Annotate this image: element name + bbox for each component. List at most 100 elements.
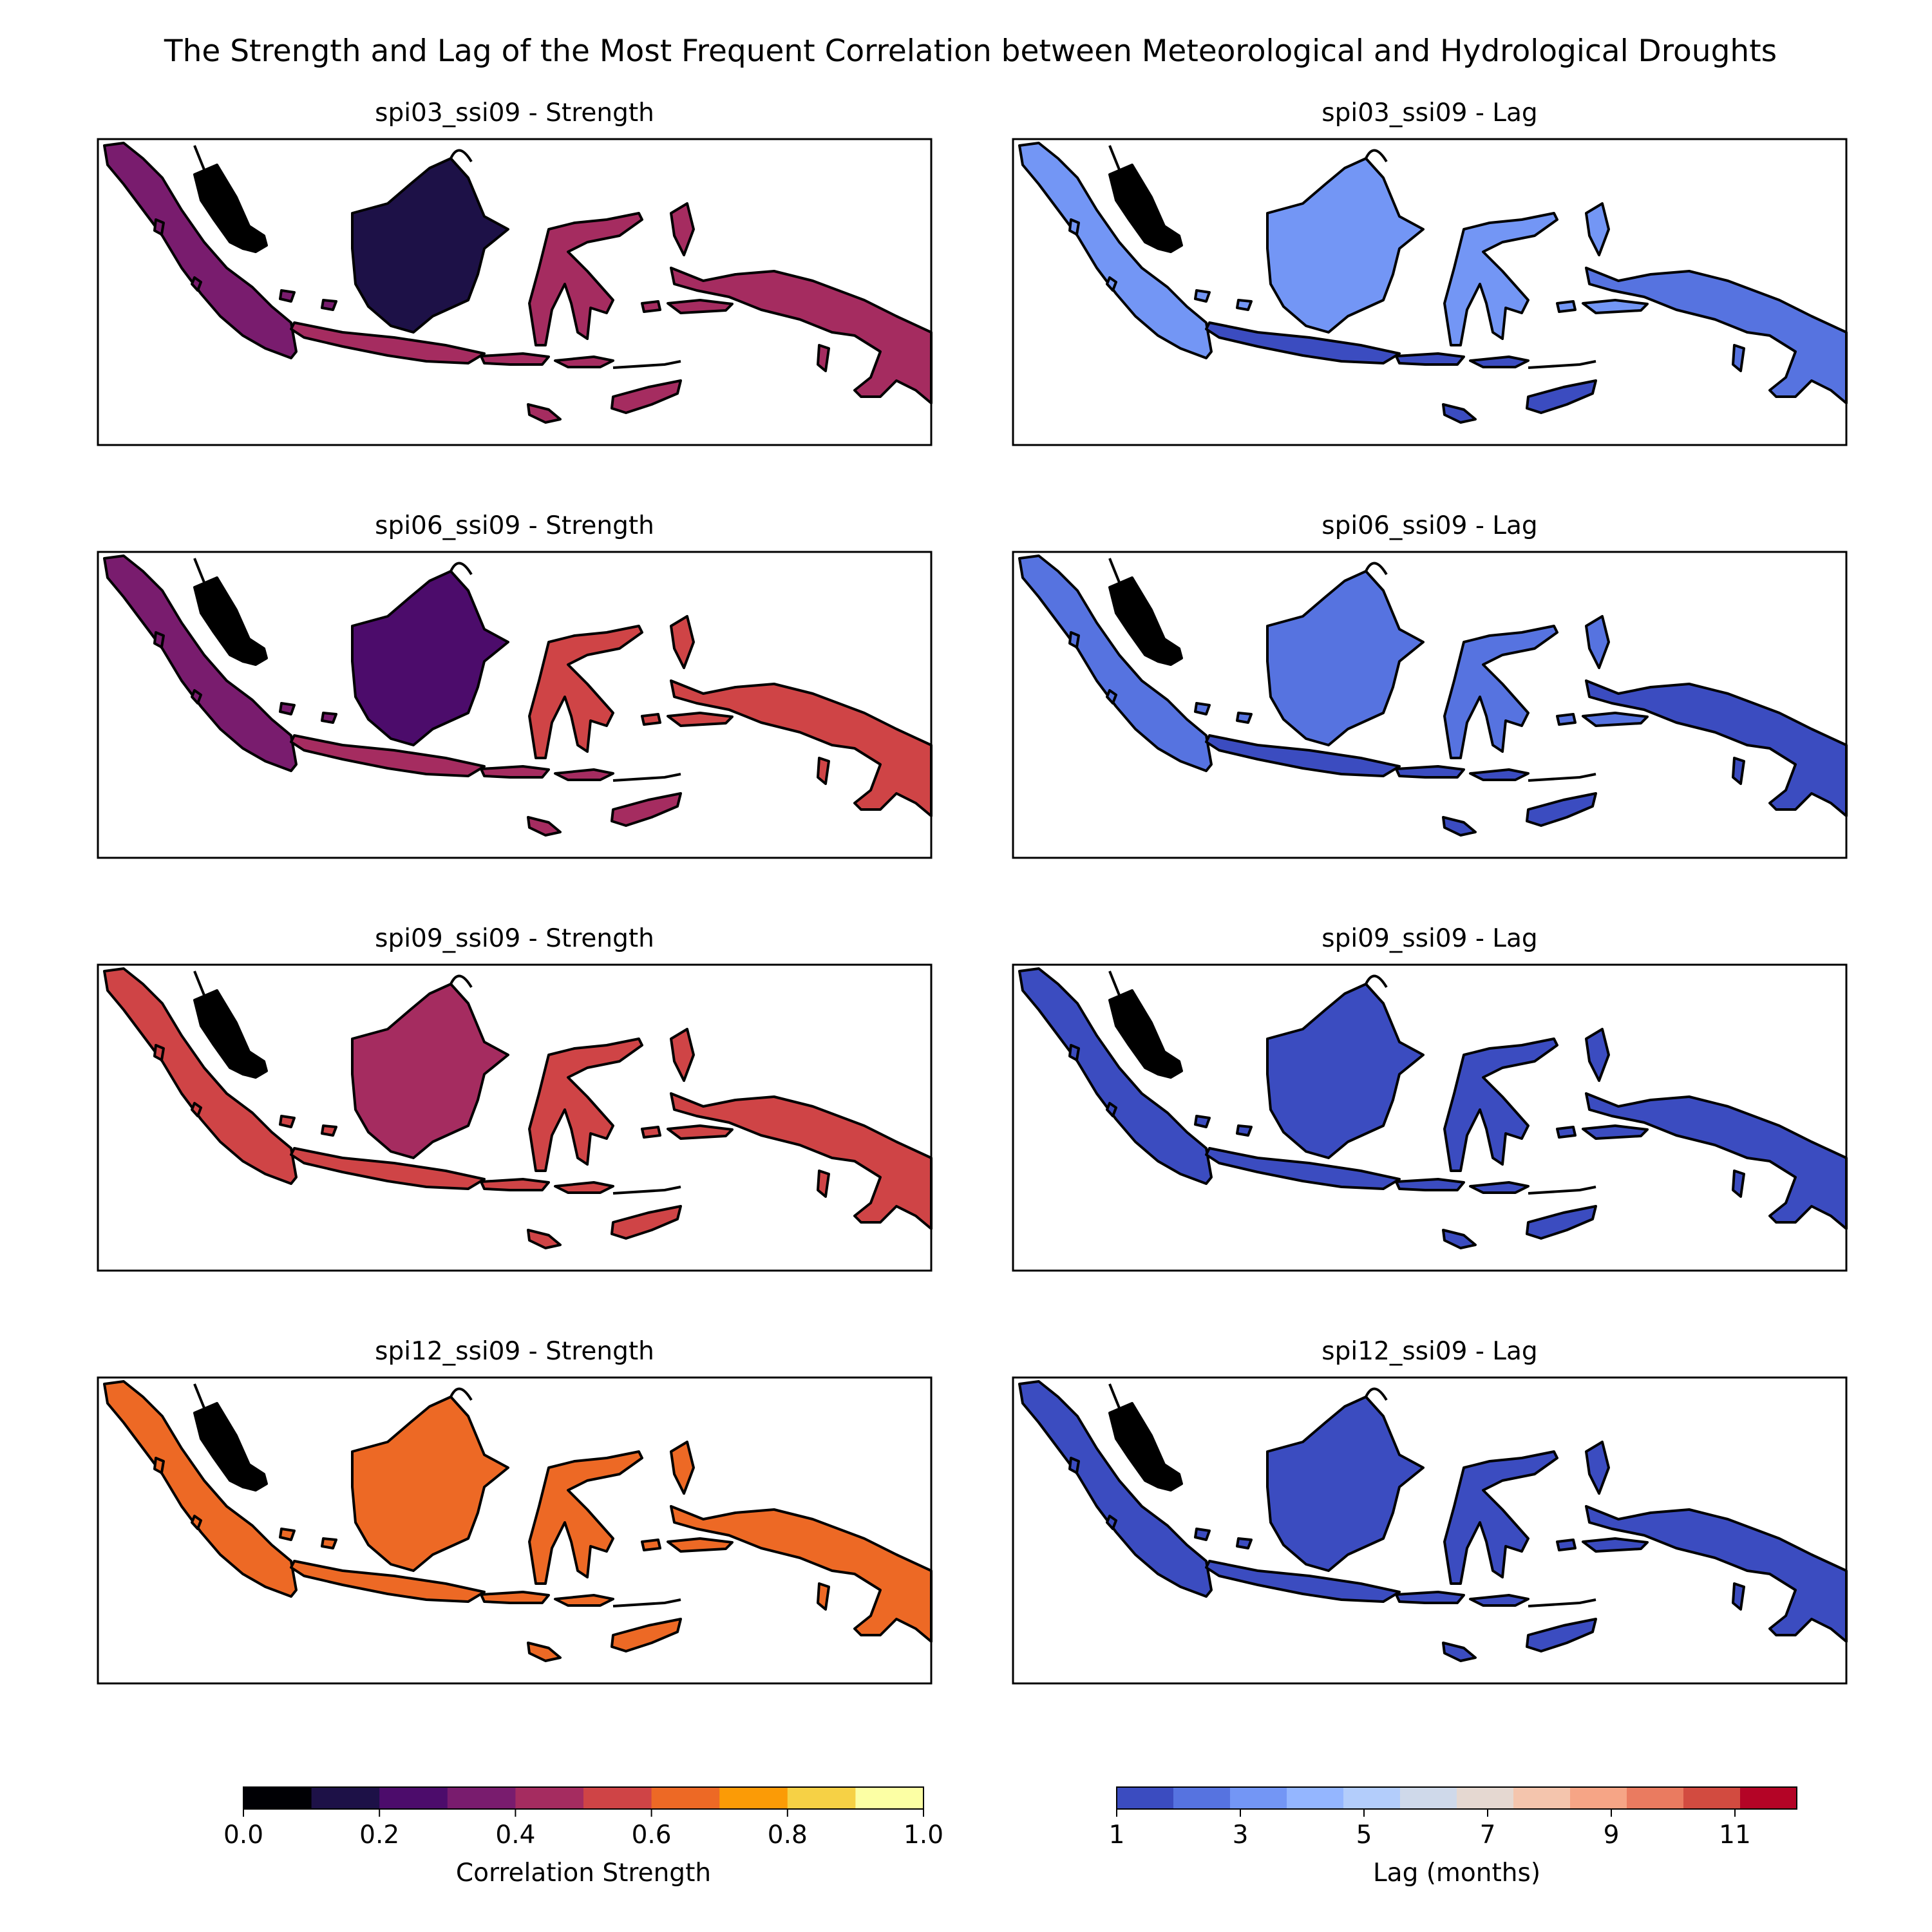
axes-frame: [1012, 1376, 1848, 1685]
region-buru: [1556, 1539, 1577, 1551]
region-mentawai: [191, 1102, 202, 1117]
map-area: [103, 967, 933, 1249]
colorbar-tick-label: 11: [1719, 1821, 1751, 1850]
region-nias: [153, 1044, 165, 1061]
colorbar-label: Lag (months): [1373, 1859, 1540, 1888]
coastline-peninsula: [193, 558, 231, 640]
region-buru: [641, 300, 661, 313]
region-papua: [670, 1505, 933, 1643]
region-buru: [641, 1539, 661, 1551]
axes-frame: [1012, 138, 1848, 446]
map-area: [1018, 554, 1848, 837]
region-sulawesi: [1443, 1450, 1558, 1585]
region-sumatra: [103, 142, 298, 359]
region-sumatra: [1018, 1380, 1213, 1598]
region-sumatra: [103, 1380, 298, 1598]
colorbar-bin: [1457, 1787, 1514, 1809]
region-mentawai: [1106, 276, 1117, 292]
region-sulawesi: [1443, 625, 1558, 759]
panel-spi12_ssi09-lag: spi12_ssi09 - Lag: [1012, 1337, 1848, 1685]
colorbar-bin: [787, 1787, 856, 1809]
region-halmahera: [670, 615, 695, 669]
region-timor: [1526, 379, 1597, 414]
colorbar-bin: [311, 1787, 380, 1809]
region-nt1: [480, 765, 550, 779]
region-timor: [1526, 1618, 1597, 1653]
region-aru: [817, 757, 830, 785]
region-halmahera: [1585, 1441, 1610, 1495]
colorbar-tick-label: 1.0: [904, 1821, 943, 1850]
colorbar-frame: [243, 1786, 924, 1810]
coastline-flores: [1528, 360, 1596, 369]
region-belitung: [1236, 712, 1253, 724]
region-aru: [817, 1582, 830, 1611]
region-borneo: [1266, 157, 1425, 334]
region-belitung: [1236, 1537, 1253, 1549]
colorbar-bin: [379, 1787, 448, 1809]
panel-spi03_ssi09-strength: spi03_ssi09 - Strength: [97, 99, 933, 446]
region-seram: [1582, 299, 1649, 314]
colorbar-tick-label: 0.4: [495, 1821, 535, 1850]
region-belitung: [321, 712, 337, 724]
region-sumbawa: [527, 1642, 562, 1662]
map-area: [103, 554, 933, 837]
colorbar-tick-label: 0.0: [223, 1821, 263, 1850]
region-nias: [153, 631, 165, 649]
region-mentawai: [191, 1515, 202, 1530]
region-belitung: [321, 1124, 337, 1137]
region-bangka: [279, 702, 296, 715]
coastline-flores: [1528, 773, 1596, 782]
coastline-flores: [612, 1186, 681, 1195]
colorbar-bin: [1513, 1787, 1571, 1809]
region-aru: [1732, 757, 1745, 785]
region-papua: [1585, 1505, 1848, 1643]
region-sumbawa: [527, 816, 562, 837]
panel-title: spi12_ssi09 - Strength: [375, 1337, 654, 1366]
region-halmahera: [670, 1441, 695, 1495]
region-borneo: [1266, 1396, 1425, 1572]
region-malaya: [193, 989, 268, 1079]
figure-title: The Strength and Lag of the Most Frequen…: [164, 33, 1777, 69]
region-nias: [1068, 1457, 1080, 1474]
colorbar-bin: [583, 1787, 652, 1809]
region-papua: [1585, 1092, 1848, 1230]
panels: spi03_ssi09 - Strength spi03_ssi09 - Lag s…: [97, 99, 1848, 1685]
region-java: [1205, 1560, 1401, 1603]
region-sumbawa: [1442, 403, 1477, 424]
colorbar-bin: [651, 1787, 720, 1809]
colorbar-bin: [1627, 1787, 1684, 1809]
region-mentawai: [1106, 1515, 1117, 1530]
colorbar-tick-label: 3: [1233, 1821, 1249, 1850]
colorbar-bin: [1400, 1787, 1457, 1809]
map-area: [1018, 142, 1848, 424]
colorbar-bin: [1173, 1787, 1231, 1809]
colorbar-lag: 1 3 5 7 9 11 Lag (months): [1109, 1786, 1797, 1888]
region-borneo: [351, 983, 509, 1159]
region-seram: [667, 1537, 734, 1553]
region-seram: [1582, 1537, 1649, 1553]
map-area: [103, 1380, 933, 1662]
region-sulawesi: [528, 625, 643, 759]
axes-frame: [97, 551, 933, 859]
region-buru: [1556, 1126, 1577, 1139]
coastline-flores: [1528, 1598, 1596, 1607]
panel-title: spi03_ssi09 - Strength: [375, 99, 654, 128]
region-nt2: [1469, 1594, 1530, 1607]
region-malaya: [193, 164, 268, 253]
region-belitung: [1236, 299, 1253, 311]
region-nt2: [554, 355, 614, 368]
region-papua: [670, 1092, 933, 1230]
region-java: [290, 1560, 486, 1603]
colorbar-tick-label: 7: [1480, 1821, 1496, 1850]
region-aru: [817, 344, 830, 372]
axes-frame: [97, 1376, 933, 1685]
coastline-peninsula: [1108, 145, 1146, 227]
region-nt1: [1395, 352, 1465, 366]
region-mentawai: [191, 276, 202, 292]
coastline-flores: [612, 1598, 681, 1607]
panel-spi03_ssi09-lag: spi03_ssi09 - Lag: [1012, 99, 1848, 446]
region-timor: [1526, 1205, 1597, 1240]
panel-title: spi12_ssi09 - Lag: [1321, 1337, 1537, 1366]
coastline-flores: [612, 773, 681, 782]
